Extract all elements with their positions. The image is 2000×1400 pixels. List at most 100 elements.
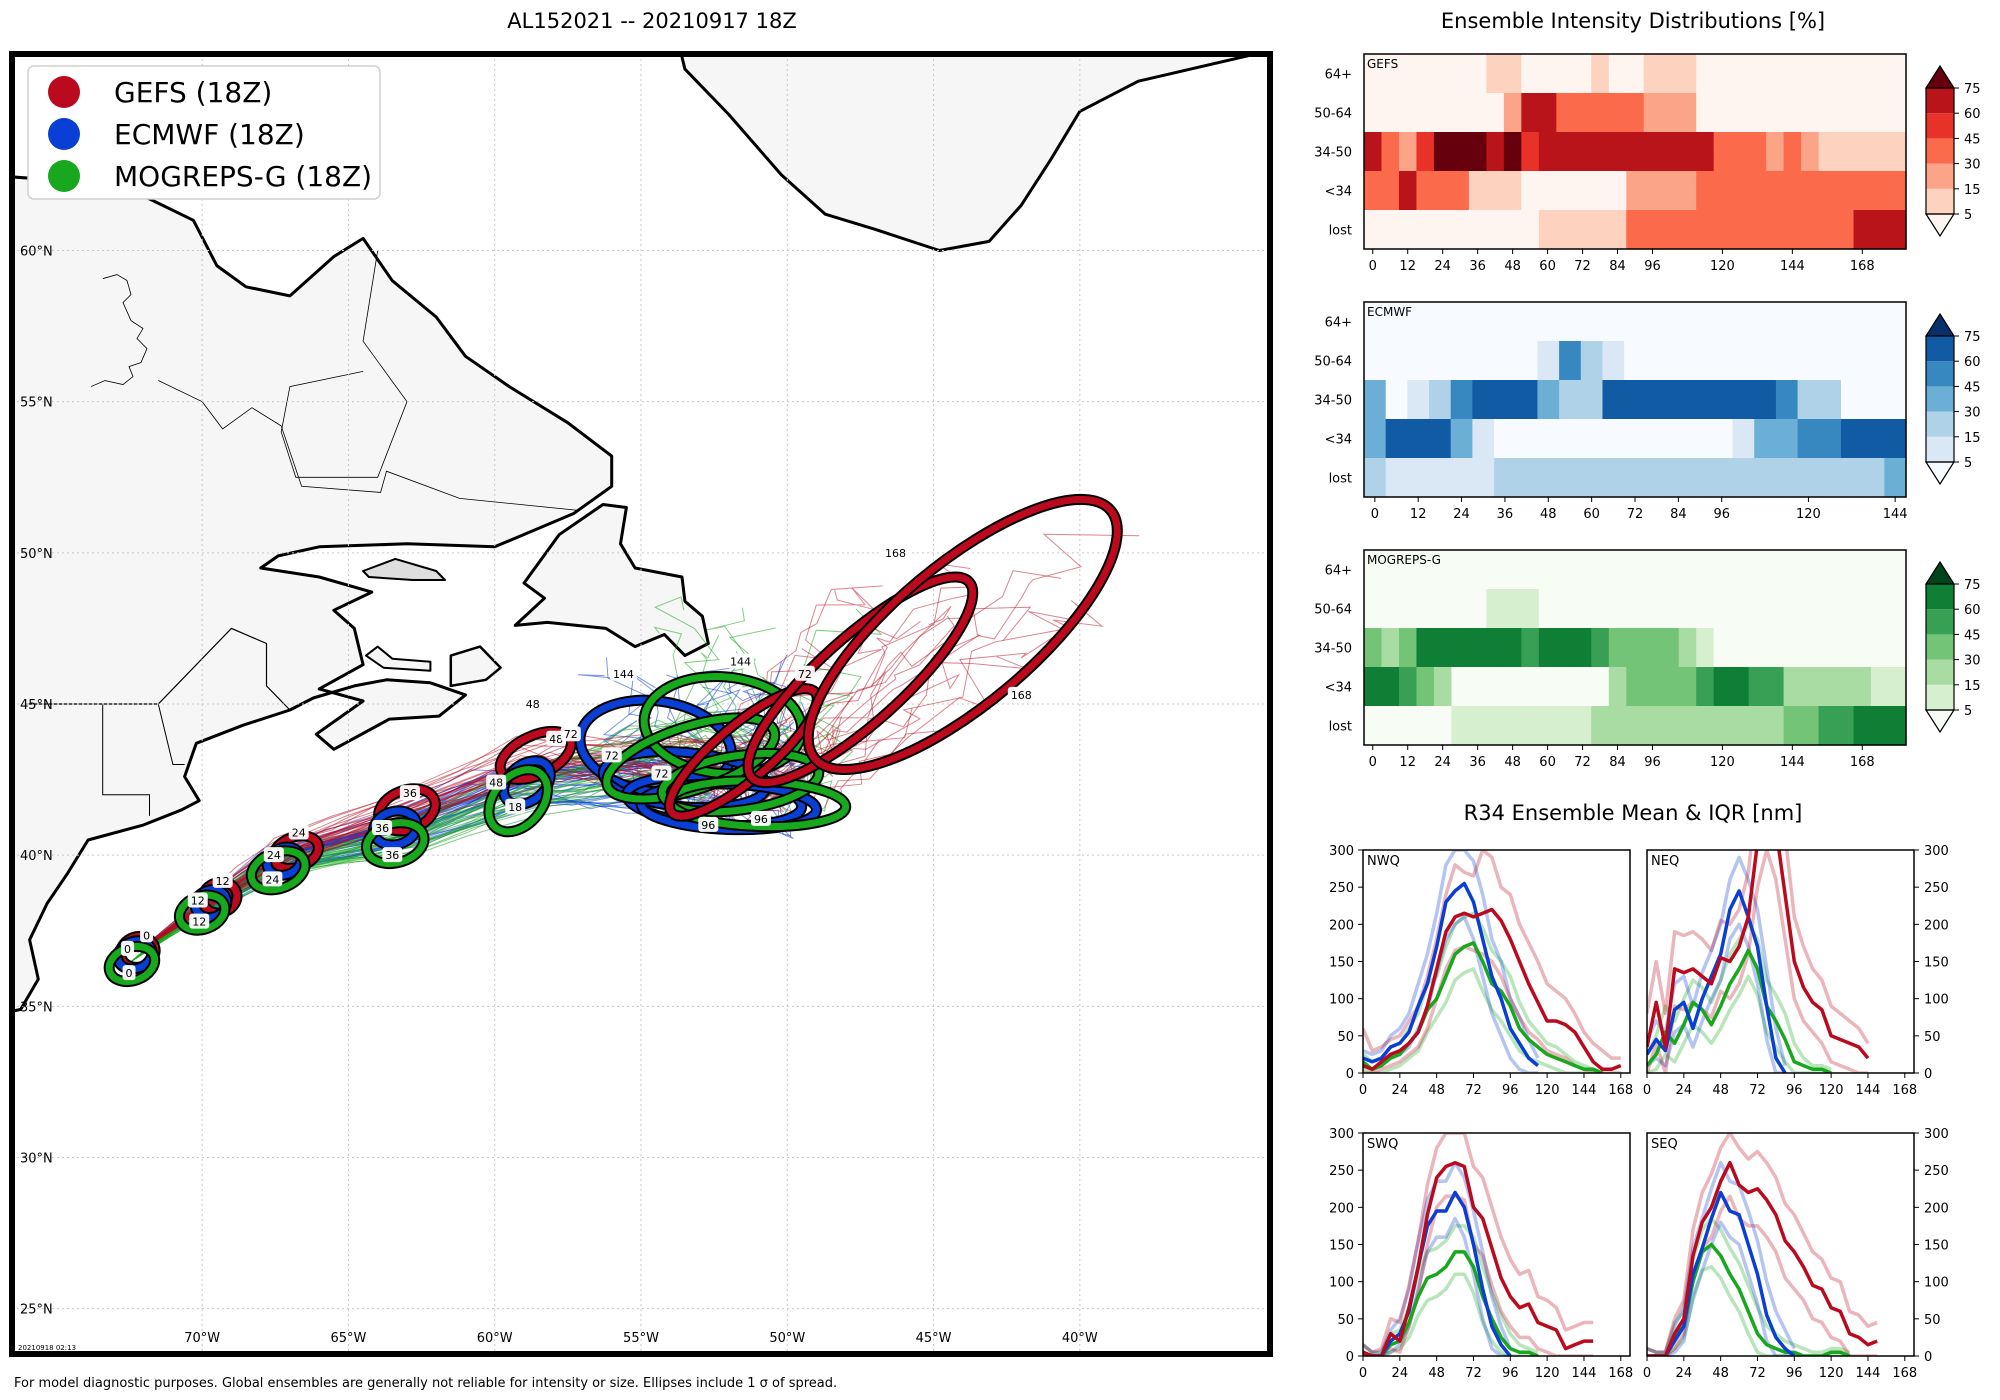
legend-marker <box>48 118 80 150</box>
heatmap-cell <box>1836 667 1855 707</box>
heatmap-cell <box>1494 302 1517 342</box>
heatmap-cell <box>1472 341 1495 381</box>
heatmap-cell <box>1643 706 1662 746</box>
colorbar-segment <box>1926 609 1954 635</box>
row-label: lost <box>1329 720 1352 735</box>
mogreps-time-label-bg <box>262 871 283 887</box>
gefs-time-label: 72 <box>798 668 812 681</box>
heatmap-cell <box>1515 458 1539 498</box>
ecmwf-time-label-bg <box>601 747 622 763</box>
heatmap-cell <box>1888 132 1907 172</box>
gefs-spread-ellipse <box>742 571 979 789</box>
heatmap-cell <box>1521 132 1540 172</box>
y-tick-label: 200 <box>1329 918 1354 933</box>
ecmwf-time-label: 72 <box>605 749 619 762</box>
x-tick-label: 48 <box>1428 1366 1445 1381</box>
gefs-iqr-high <box>1363 850 1621 1060</box>
heatmap-cell <box>1521 667 1540 707</box>
mogreps-mean-line <box>1647 948 1832 1073</box>
ecmwf-time-label: 72 <box>654 768 668 781</box>
heatmap-cell <box>1556 210 1575 250</box>
heatmap-cell <box>1398 550 1418 590</box>
heatmap-cell <box>1398 93 1418 133</box>
heatmap-cell <box>1626 171 1645 211</box>
colorbar-tick-label: 15 <box>1964 431 1981 446</box>
mogreps-time-label-bg <box>726 653 754 669</box>
heatmap-cell <box>1556 550 1575 590</box>
heatmap-cell <box>1591 93 1610 133</box>
heatmap-cell <box>1713 54 1732 94</box>
row-label: lost <box>1329 472 1352 487</box>
heatmap-cell <box>1696 628 1715 668</box>
y-tick-label: 0 <box>1924 1067 1932 1082</box>
heatmap-cell <box>1537 302 1560 342</box>
heatmap-cell <box>1429 458 1452 498</box>
gefs-time-label: 36 <box>403 787 417 800</box>
heatmap-cell <box>1696 667 1715 707</box>
heatmap-cell <box>1626 667 1645 707</box>
heatmap-cell <box>1468 589 1487 629</box>
heatmap-cell <box>1429 419 1452 459</box>
heatmap-cell <box>1766 706 1785 746</box>
colorbar-extend-max <box>1924 64 1956 89</box>
heatmap-cell <box>1381 628 1400 668</box>
heatmap-cell <box>1678 93 1697 133</box>
heatmap-cell <box>1580 419 1604 459</box>
heatmap-cell <box>1407 341 1430 381</box>
lat-tick-label: 55°N <box>20 396 53 411</box>
heatmap-cell <box>1538 132 1557 172</box>
x-tick-label: 0 <box>1371 507 1379 522</box>
gefs-time-label: 24 <box>292 826 306 839</box>
heatmap-cell <box>1486 550 1505 590</box>
heatmap-cell <box>1450 341 1473 381</box>
heatmap-cell <box>1836 706 1855 746</box>
heatmap-cell <box>1836 628 1855 668</box>
gefs-time-label-bg <box>212 872 233 888</box>
lon-tick-label: 50°W <box>769 1331 805 1346</box>
heatmap-cell <box>1696 706 1715 746</box>
x-tick-label: 72 <box>1574 259 1591 274</box>
x-tick-label: 144 <box>1883 507 1908 522</box>
heatmap-cell <box>1643 550 1662 590</box>
heatmap-cell <box>1538 667 1557 707</box>
panel-name: SEQ <box>1651 1137 1678 1152</box>
x-tick-label: 72 <box>1465 1083 1482 1098</box>
y-tick-label: 0 <box>1346 1350 1354 1365</box>
heatmap-cell <box>1797 380 1820 420</box>
heatmap-cell <box>1608 667 1627 707</box>
legend-marker <box>48 160 80 192</box>
gefs-time-label-bg <box>882 544 910 560</box>
gefs-spread-ellipse <box>802 493 1123 776</box>
heatmap-cell <box>1748 550 1767 590</box>
heatmap-cell <box>1398 589 1418 629</box>
heatmap-cell <box>1783 589 1802 629</box>
y-tick-label: 50 <box>1337 1030 1354 1045</box>
border-quebec-labrador <box>158 380 580 511</box>
y-tick-label: 200 <box>1924 918 1949 933</box>
heatmap-cell <box>1451 667 1470 707</box>
gefs-time-label-bg <box>794 665 815 681</box>
heatmap-cell <box>1862 458 1885 498</box>
heatmap-cell <box>1678 589 1697 629</box>
heatmap-cell <box>1556 706 1575 746</box>
heatmap-cell <box>1433 706 1453 746</box>
heatmap-cell <box>1689 302 1712 342</box>
gefs-time-label-bg <box>1007 686 1035 702</box>
heatmap-cell <box>1783 210 1802 250</box>
heatmap-cell <box>1472 380 1495 420</box>
heatmap-cell <box>1398 628 1418 668</box>
heatmap-cell <box>1801 550 1820 590</box>
heatmap-cell <box>1836 132 1855 172</box>
heatmap-cell <box>1537 458 1560 498</box>
heatmap-cell <box>1608 171 1627 211</box>
heatmap-cell <box>1731 132 1750 172</box>
x-tick-label: 48 <box>1712 1366 1729 1381</box>
ecmwf-time-label-bg <box>121 940 135 956</box>
heatmap-cell <box>1398 54 1418 94</box>
y-tick-label: 100 <box>1924 1276 1949 1291</box>
heatmap-cell <box>1364 54 1383 94</box>
x-tick-label: 144 <box>1780 259 1805 274</box>
intensity-distributions: 64+ 50-64 34-50 <34 lost GEFS 0 12 24 36 48 60 72 84 9… <box>1314 53 1981 770</box>
x-tick-label: 72 <box>1574 755 1591 770</box>
heatmap-cell <box>1591 210 1610 250</box>
